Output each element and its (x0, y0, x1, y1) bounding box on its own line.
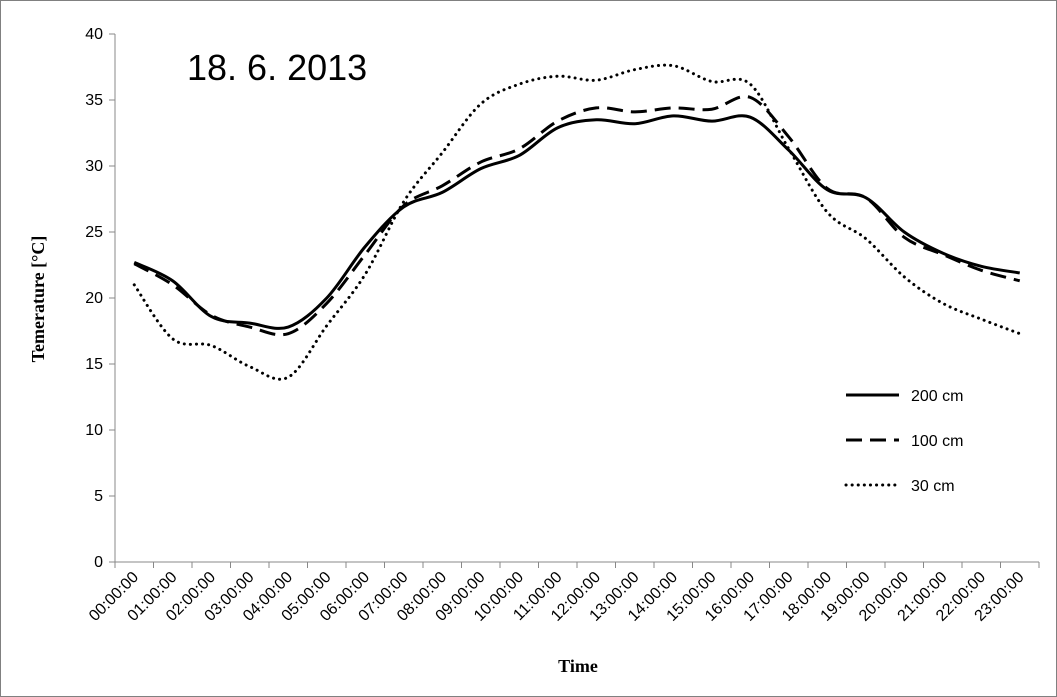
axes (114, 34, 1039, 563)
series-line-100-cm (133, 94, 1021, 337)
series (132, 63, 1022, 381)
y-tick-label: 10 (85, 422, 103, 439)
x-axis-title: Time (558, 656, 598, 676)
legend-label: 100 cm (911, 433, 963, 450)
legend-label: 200 cm (911, 388, 963, 405)
series-line-200-cm (133, 114, 1021, 330)
x-ticks: 00:00:0001:00:0002:00:0003:00:0004:00:00… (86, 562, 1040, 625)
y-tick-label: 20 (85, 290, 103, 307)
y-tick-label: 30 (85, 158, 103, 175)
series-line-30-cm (132, 63, 1022, 381)
y-tick-label: 35 (85, 92, 103, 109)
y-ticks: 0 5 10 15 20 25 30 35 40 (85, 26, 115, 571)
legend: 200 cm 100 cm 30 cm (844, 388, 963, 495)
y-tick-label: 0 (94, 554, 103, 571)
y-tick-label: 25 (85, 224, 103, 241)
y-tick-label: 5 (94, 488, 103, 505)
y-tick-label: 40 (85, 26, 103, 43)
date-annotation: 18. 6. 2013 (187, 47, 367, 88)
legend-label: 30 cm (911, 478, 955, 495)
y-axis-title: Temerature [°C] (28, 236, 48, 363)
y-tick-label: 15 (85, 356, 103, 373)
